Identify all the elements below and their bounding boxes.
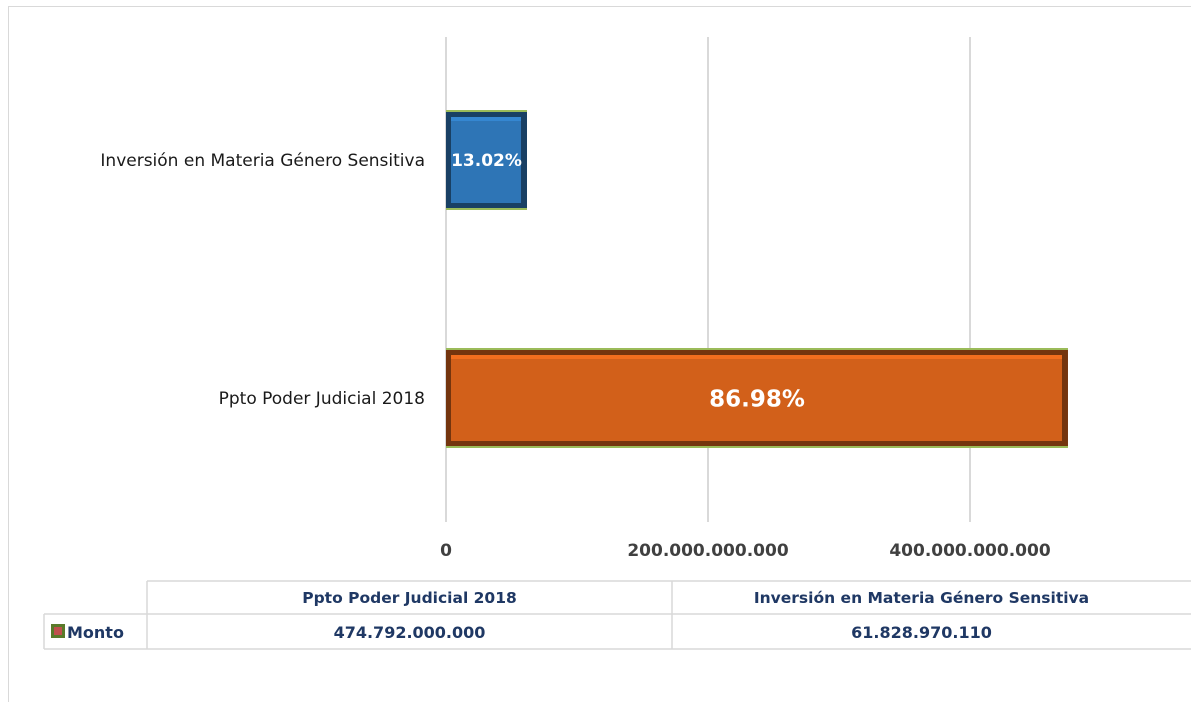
gridlines: [445, 37, 971, 522]
table-value-1: 61.828.970.110: [851, 623, 992, 642]
bar-face-1: [451, 117, 521, 203]
bar-face-0: [451, 355, 1062, 441]
bar-highlight-1: [451, 117, 521, 121]
chart-frame: [8, 6, 1191, 702]
category-labels: Ppto Poder Judicial 2018 Inversión en Mat…: [100, 151, 425, 409]
table-header-0: Ppto Poder Judicial 2018: [302, 589, 517, 607]
legend-key-inner: [54, 627, 62, 635]
bar-highlight-0: [451, 355, 1062, 359]
data-label-0: 86.98%: [709, 386, 805, 412]
bar-0: 86.98%: [446, 348, 1068, 448]
category-label-0: Ppto Poder Judicial 2018: [219, 389, 425, 409]
x-tick-label-0: 0: [440, 541, 452, 561]
table-value-0: 474.792.000.000: [334, 623, 486, 642]
x-tick-label-1: 200.000.000.000: [627, 541, 788, 561]
table-header-1: Inversión en Materia Género Sensitiva: [754, 589, 1089, 607]
data-label-1: 13.02%: [451, 151, 522, 171]
bar-1: 13.02%: [446, 110, 527, 210]
data-table: Ppto Poder Judicial 2018 Inversión en Mat…: [43, 580, 1191, 650]
legend-key-monto: [51, 624, 65, 638]
category-label-1: Inversión en Materia Género Sensitiva: [100, 151, 425, 171]
x-axis-tick-labels: 0 200.000.000.000 400.000.000.000: [440, 541, 1051, 561]
x-tick-label-2: 400.000.000.000: [889, 541, 1050, 561]
bars: 86.98% 13.02%: [446, 110, 1068, 448]
table-row-label: Monto: [67, 623, 124, 642]
